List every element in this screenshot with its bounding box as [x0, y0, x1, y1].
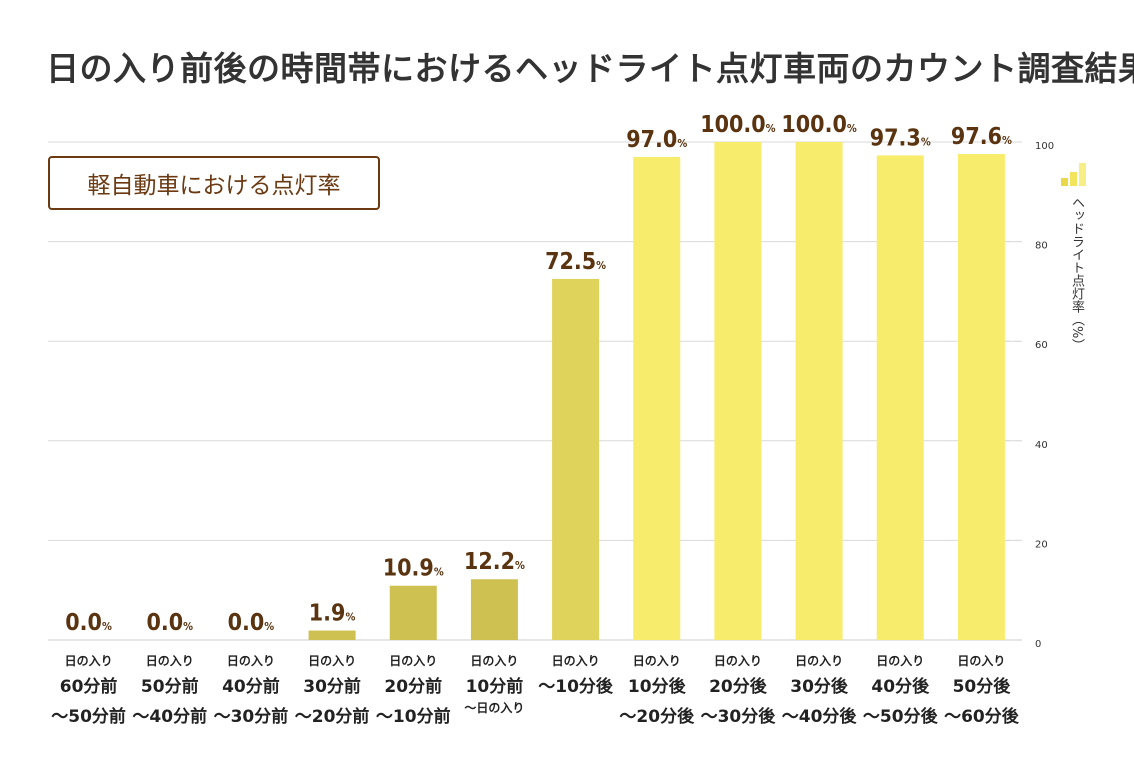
y-tick-label: 20: [1035, 539, 1048, 550]
x-tick-label-line1: 日の入り: [876, 654, 924, 668]
bar: [389, 585, 437, 640]
x-tick-label-line1: 日の入り: [714, 654, 762, 668]
bar-value-suffix: %: [515, 559, 525, 572]
x-tick-label-line3: 〜10分前: [376, 706, 451, 727]
x-tick-label-line2: 20分前: [384, 676, 442, 697]
x-tick-label-line2: 50分後: [953, 676, 1012, 697]
x-tick-label-line1: 日の入り: [227, 654, 275, 668]
y-tick-label: 40: [1035, 440, 1048, 451]
bar-value-suffix: %: [921, 135, 931, 148]
bar-value-suffix: %: [596, 259, 606, 272]
y-tick-label: 80: [1035, 241, 1048, 252]
subtitle-text: 軽自動車における点灯率: [87, 173, 341, 199]
x-tick-label-line3: 〜日の入り: [464, 701, 524, 715]
bar-value-suffix: %: [677, 137, 687, 150]
x-tick-label-line3: 〜30分前: [214, 706, 289, 727]
bar: [308, 630, 356, 640]
bar: [957, 153, 1005, 640]
x-tick-label-line2: 40分前: [222, 676, 280, 697]
bar-value-suffix: %: [766, 122, 776, 135]
x-tick-label-line1: 日の入り: [389, 654, 437, 668]
x-tick-label-line2: 60分前: [60, 676, 118, 697]
x-tick-label-line2: 10分前: [466, 676, 524, 697]
bar-value-suffix: %: [1002, 134, 1012, 147]
bar-value-label: 100.0%: [781, 112, 856, 138]
bar-value-number: 97.6: [951, 124, 1002, 150]
bar-value-number: 0.0: [146, 610, 183, 636]
bar-value-label: 0.0%: [146, 610, 193, 636]
x-tick-label-line1: 日の入り: [65, 654, 113, 668]
bar-value-label: 97.6%: [951, 124, 1012, 150]
bar-value-number: 100.0: [700, 112, 765, 138]
x-tick-label-line3: 〜40分前: [132, 706, 207, 727]
bar-value-suffix: %: [847, 122, 857, 135]
x-tick-label-line1: 日の入り: [146, 654, 194, 668]
x-tick-label-line3: 〜20分後: [619, 706, 695, 727]
bar-value-suffix: %: [102, 620, 112, 633]
x-tick-label-line3: 〜20分前: [295, 706, 370, 727]
bar-value-suffix: %: [434, 566, 444, 579]
bar: [633, 156, 681, 640]
bar: [795, 142, 843, 640]
y-tick-label: 60: [1035, 340, 1048, 351]
x-tick-label-line1: 日の入り: [633, 654, 681, 668]
bar-value-label: 97.0%: [626, 127, 687, 153]
subtitle-box: 軽自動車における点灯率: [48, 156, 380, 210]
bar-value-number: 97.3: [870, 125, 921, 151]
bar: [876, 155, 924, 641]
x-tick-label-line1: 日の入り: [470, 654, 518, 668]
bar-value-label: 10.9%: [383, 556, 444, 582]
x-tick-label-line2: 〜10分後: [538, 676, 614, 697]
x-tick-label-line3: 〜50分後: [863, 706, 939, 727]
x-tick-label-line3: 〜60分後: [944, 706, 1020, 727]
bar-value-number: 1.9: [309, 601, 346, 627]
bar-value-suffix: %: [183, 620, 193, 633]
bar-value-suffix: %: [345, 611, 355, 624]
bar-value-label: 1.9%: [309, 601, 356, 627]
bar: [714, 142, 762, 640]
y-tick-label: 0: [1035, 639, 1041, 650]
x-tick-label-line2: 50分前: [141, 676, 199, 697]
bar-value-number: 72.5: [545, 249, 596, 275]
bar-value-label: 12.2%: [464, 549, 525, 575]
x-tick-label-line2: 10分後: [628, 676, 687, 697]
bar-value-number: 0.0: [228, 610, 265, 636]
x-tick-label-line3: 〜40分後: [782, 706, 858, 727]
bar-value-label: 0.0%: [228, 610, 275, 636]
bar-value-number: 10.9: [383, 556, 434, 582]
bar-value-suffix: %: [264, 620, 274, 633]
x-tick-label-line1: 日の入り: [795, 654, 843, 668]
x-tick-label-line3: 〜50分前: [51, 706, 126, 727]
bar-value-number: 97.0: [626, 127, 677, 153]
bar: [552, 278, 600, 640]
x-tick-label-line2: 30分前: [303, 676, 361, 697]
bar-value-label: 100.0%: [700, 112, 775, 138]
x-tick-label-line1: 日の入り: [552, 654, 600, 668]
bar-value-number: 12.2: [464, 549, 515, 575]
bar-chart-icon: [1061, 163, 1086, 186]
x-tick-label-line2: 20分後: [709, 676, 768, 697]
bar: [470, 579, 518, 640]
bar-value-number: 100.0: [781, 112, 846, 138]
bar-value-number: 0.0: [65, 610, 102, 636]
chart-title: 日の入り前後の時間帯におけるヘッドライト点灯車両のカウント調査結果: [46, 49, 1134, 88]
x-tick-label-line1: 日の入り: [308, 654, 356, 668]
bar-value-label: 0.0%: [65, 610, 112, 636]
x-tick-label-line2: 40分後: [871, 676, 930, 697]
bar-value-label: 72.5%: [545, 249, 606, 275]
x-tick-label-line3: 〜30分後: [701, 706, 777, 727]
bar-value-label: 97.3%: [870, 125, 931, 151]
y-tick-label: 100: [1035, 141, 1054, 152]
y-axis-title: ヘッドライト点灯率（%）: [1069, 196, 1084, 352]
x-tick-label-line1: 日の入り: [957, 654, 1005, 668]
x-tick-label-line2: 30分後: [790, 676, 849, 697]
